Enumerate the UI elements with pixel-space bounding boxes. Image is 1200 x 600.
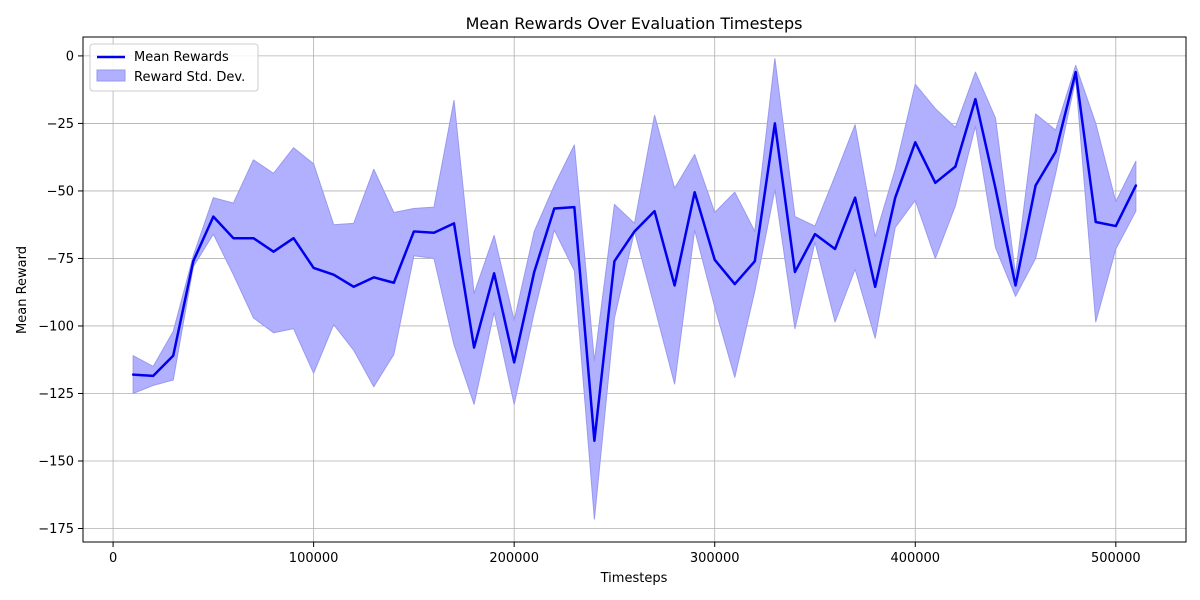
x-axis-label: Timesteps — [600, 571, 668, 586]
plot-frame — [82, 36, 1187, 543]
x-tick-label: 100000 — [289, 551, 339, 566]
legend-entry-mean: Mean Rewards — [134, 50, 229, 65]
y-tick-label: −25 — [47, 117, 74, 132]
legend: Mean Rewards Reward Std. Dev. — [89, 43, 259, 92]
x-tick-label: 500000 — [1091, 551, 1141, 566]
y-tick-label: −125 — [38, 387, 74, 402]
y-axis-ticks: 0 −25 −50 −75 −100 −125 −150 −175 — [38, 49, 83, 537]
y-axis-label: Mean Reward — [15, 246, 30, 334]
x-tick-label: 400000 — [890, 551, 940, 566]
legend-box — [89, 43, 259, 92]
legend-band-swatch — [96, 69, 126, 82]
chart-title: Mean Rewards Over Evaluation Timesteps — [466, 14, 803, 33]
legend-entry-std: Reward Std. Dev. — [134, 70, 245, 85]
x-axis-ticks: 0 100000 200000 300000 400000 500000 — [109, 542, 1141, 566]
std-dev-band — [132, 58, 1137, 520]
mean-rewards-line — [131, 70, 1138, 442]
std-dev-band-group — [132, 58, 1137, 520]
y-tick-label: −75 — [47, 252, 74, 267]
mean-line-group — [131, 70, 1138, 442]
y-tick-label: 0 — [66, 49, 74, 64]
y-tick-label: −50 — [47, 184, 74, 199]
x-tick-label: 300000 — [690, 551, 740, 566]
x-tick-label: 200000 — [489, 551, 539, 566]
y-tick-label: −175 — [38, 522, 74, 537]
y-tick-label: −100 — [38, 319, 74, 334]
y-tick-label: −150 — [38, 454, 74, 469]
x-tick-label: 0 — [109, 551, 117, 566]
